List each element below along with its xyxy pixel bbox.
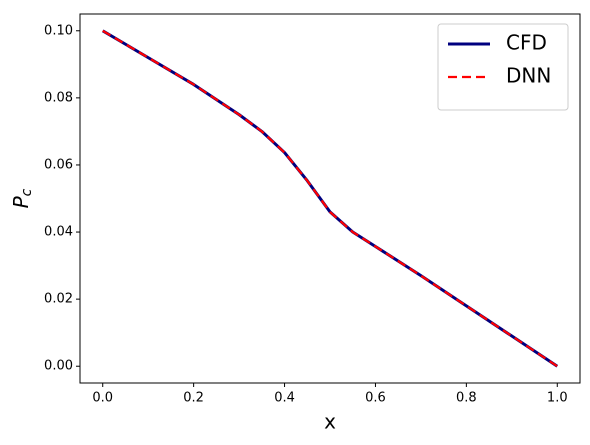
x-tick-label: 0.0 [92,391,113,406]
plot-frame [79,13,581,384]
data-line [102,29,558,368]
x-tick-label: 1.0 [547,391,568,406]
x-tick-label: 0.2 [183,391,204,406]
x-tick-label: 0.8 [456,391,477,406]
y-axis-label: Pc [9,188,36,208]
legend-label: DNN [506,64,551,88]
y-tick-label: 0.06 [44,157,73,172]
y-tick-label: 0.08 [44,90,73,105]
x-tick-label: 0.6 [365,391,386,406]
y-tick-label: 0.02 [44,292,73,307]
x-tick-label: 0.4 [274,391,295,406]
y-tick-label: 0.10 [44,23,73,38]
y-tick-label: 0.00 [44,359,73,374]
y-tick-label: 0.04 [44,225,73,240]
x-axis-label: x [324,410,336,434]
legend-label: CFD [506,31,547,55]
